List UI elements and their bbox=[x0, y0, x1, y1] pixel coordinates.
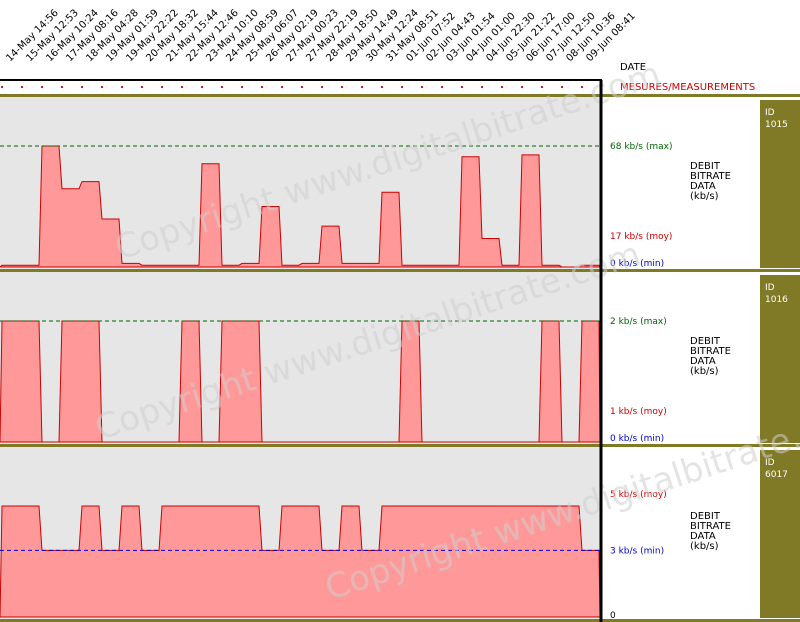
min-label: 3 kb/s (min) bbox=[610, 546, 664, 556]
date-tick-dot bbox=[480, 85, 484, 89]
date-tick-dot bbox=[340, 85, 344, 89]
chart-panels: ID 1015 68 kb/s (max) 17 kb/s (moy) 0 kb/s (… bbox=[0, 94, 800, 622]
date-tick-dot bbox=[440, 85, 444, 89]
panel-separator bbox=[0, 269, 800, 272]
series-description: (kb/s) bbox=[690, 366, 719, 377]
date-tick-dot bbox=[500, 85, 504, 89]
id-label: ID bbox=[765, 283, 775, 293]
label-area bbox=[603, 447, 760, 621]
max-label: 68 kb/s (max) bbox=[610, 142, 672, 152]
min-label: 0 kb/s (min) bbox=[610, 434, 664, 444]
id-box bbox=[760, 275, 800, 443]
date-tick-dot bbox=[0, 85, 4, 89]
date-tick-dot bbox=[200, 85, 204, 89]
date-tick-dot bbox=[420, 85, 424, 89]
min-label: 0 kb/s (min) bbox=[610, 259, 664, 269]
id-label: ID bbox=[765, 458, 775, 468]
series-description: (kb/s) bbox=[690, 541, 719, 552]
max-label: 2 kb/s (max) bbox=[610, 317, 667, 327]
label-area bbox=[603, 97, 760, 271]
label-area bbox=[603, 272, 760, 446]
date-tick-dot bbox=[40, 85, 44, 89]
date-tick-dots bbox=[0, 85, 584, 89]
panel-separator bbox=[0, 94, 800, 97]
id-value: 1016 bbox=[765, 295, 788, 305]
series-description: DATA bbox=[690, 531, 716, 542]
data-area-series bbox=[0, 320, 601, 443]
date-tick-dot bbox=[100, 85, 104, 89]
date-tick-dot bbox=[220, 85, 224, 89]
data-area-series bbox=[0, 145, 601, 268]
id-value: 1015 bbox=[765, 120, 788, 130]
series-description: DEBIT bbox=[690, 511, 721, 522]
id-box bbox=[760, 100, 800, 268]
id-label: ID bbox=[765, 108, 775, 118]
panel-1015: ID 1015 68 kb/s (max) 17 kb/s (moy) 0 kb/s (… bbox=[0, 94, 800, 271]
date-tick-dot bbox=[540, 85, 544, 89]
date-tick-dot bbox=[460, 85, 464, 89]
date-tick-dot bbox=[80, 85, 84, 89]
series-description: BITRATE bbox=[690, 521, 731, 532]
date-tick-dot bbox=[560, 85, 564, 89]
date-tick-dot bbox=[160, 85, 164, 89]
id-value: 6017 bbox=[765, 470, 788, 480]
series-description: DEBIT bbox=[690, 161, 721, 172]
panel-6017: ID 6017 5 kb/s (moy) 3 kb/s (min) 0 DEBITBITR… bbox=[0, 444, 800, 621]
series-description: DATA bbox=[690, 356, 716, 367]
date-tick-dot bbox=[580, 85, 584, 89]
date-tick-dot bbox=[300, 85, 304, 89]
date-tick-dot bbox=[260, 85, 264, 89]
panel-separator bbox=[0, 444, 800, 447]
data-area-series bbox=[0, 505, 601, 618]
series-description: DATA bbox=[690, 181, 716, 192]
date-tick-dot bbox=[360, 85, 364, 89]
series-description: BITRATE bbox=[690, 346, 731, 357]
date-tick-dot bbox=[280, 85, 284, 89]
date-tick-dot bbox=[320, 85, 324, 89]
date-tick-dot bbox=[140, 85, 144, 89]
date-tick-dot bbox=[380, 85, 384, 89]
date-tick-dot bbox=[240, 85, 244, 89]
measurements-header: MESURES/MEASUREMENTS bbox=[620, 82, 755, 93]
series-description: (kb/s) bbox=[690, 191, 719, 202]
date-tick-dot bbox=[60, 85, 64, 89]
avg-label: 5 kb/s (moy) bbox=[610, 490, 667, 500]
bottom-separator bbox=[0, 619, 800, 622]
date-tick-dot bbox=[400, 85, 404, 89]
series-description: DEBIT bbox=[690, 336, 721, 347]
date-tick-dot bbox=[120, 85, 124, 89]
zero-label: 0 bbox=[610, 611, 616, 621]
date-tick-dot bbox=[20, 85, 24, 89]
series-description: BITRATE bbox=[690, 171, 731, 182]
avg-label: 17 kb/s (moy) bbox=[610, 232, 672, 242]
avg-label: 1 kb/s (moy) bbox=[610, 407, 667, 417]
date-header: DATE bbox=[620, 62, 646, 73]
panel-1016: ID 1016 2 kb/s (max) 1 kb/s (moy) 0 kb/s (mi… bbox=[0, 269, 800, 446]
id-box bbox=[760, 450, 800, 618]
date-tick-dot bbox=[180, 85, 184, 89]
date-tick-dot bbox=[520, 85, 524, 89]
